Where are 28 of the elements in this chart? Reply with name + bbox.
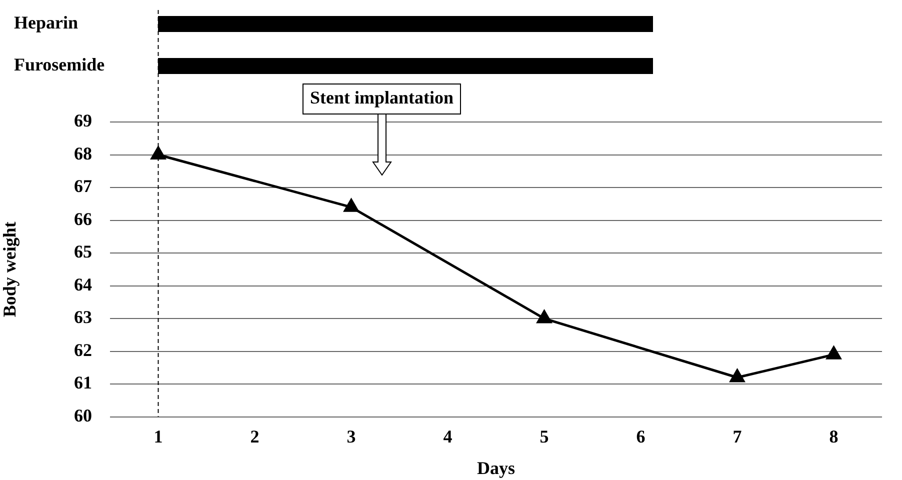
y-tick-label: 60 <box>74 405 92 426</box>
x-tick-label: 2 <box>250 426 260 446</box>
point <box>536 310 552 324</box>
y-axis-title: Body weight <box>0 222 20 318</box>
x-tick-label: 8 <box>829 426 838 446</box>
y-tick-label: 69 <box>74 110 92 131</box>
x-tick-label: 4 <box>443 426 452 446</box>
point <box>826 346 842 360</box>
y-tick-label: 62 <box>74 340 92 360</box>
x-tick-label: 7 <box>732 426 742 446</box>
x-axis-title: Days <box>476 458 516 478</box>
y-tick-label: 61 <box>74 372 92 393</box>
y-tick-label: 63 <box>74 307 92 328</box>
point <box>730 369 745 382</box>
y-tick-label: 67 <box>74 176 92 196</box>
text: Furosemide <box>14 54 105 75</box>
y-tick-label: 65 <box>74 242 92 262</box>
point <box>344 198 359 212</box>
x-tick-label: 5 <box>540 426 549 446</box>
x-tick-label: 1 <box>154 426 163 446</box>
y-tick-label: 64 <box>74 274 92 294</box>
text: Stent implantation <box>310 88 454 108</box>
text: Heparin <box>14 12 78 33</box>
y-tick-label: 68 <box>74 143 92 164</box>
x-tick-label: 3 <box>346 426 356 446</box>
y-tick-label: 66 <box>74 208 92 229</box>
point <box>150 146 166 160</box>
x-tick-label: 6 <box>636 426 646 446</box>
